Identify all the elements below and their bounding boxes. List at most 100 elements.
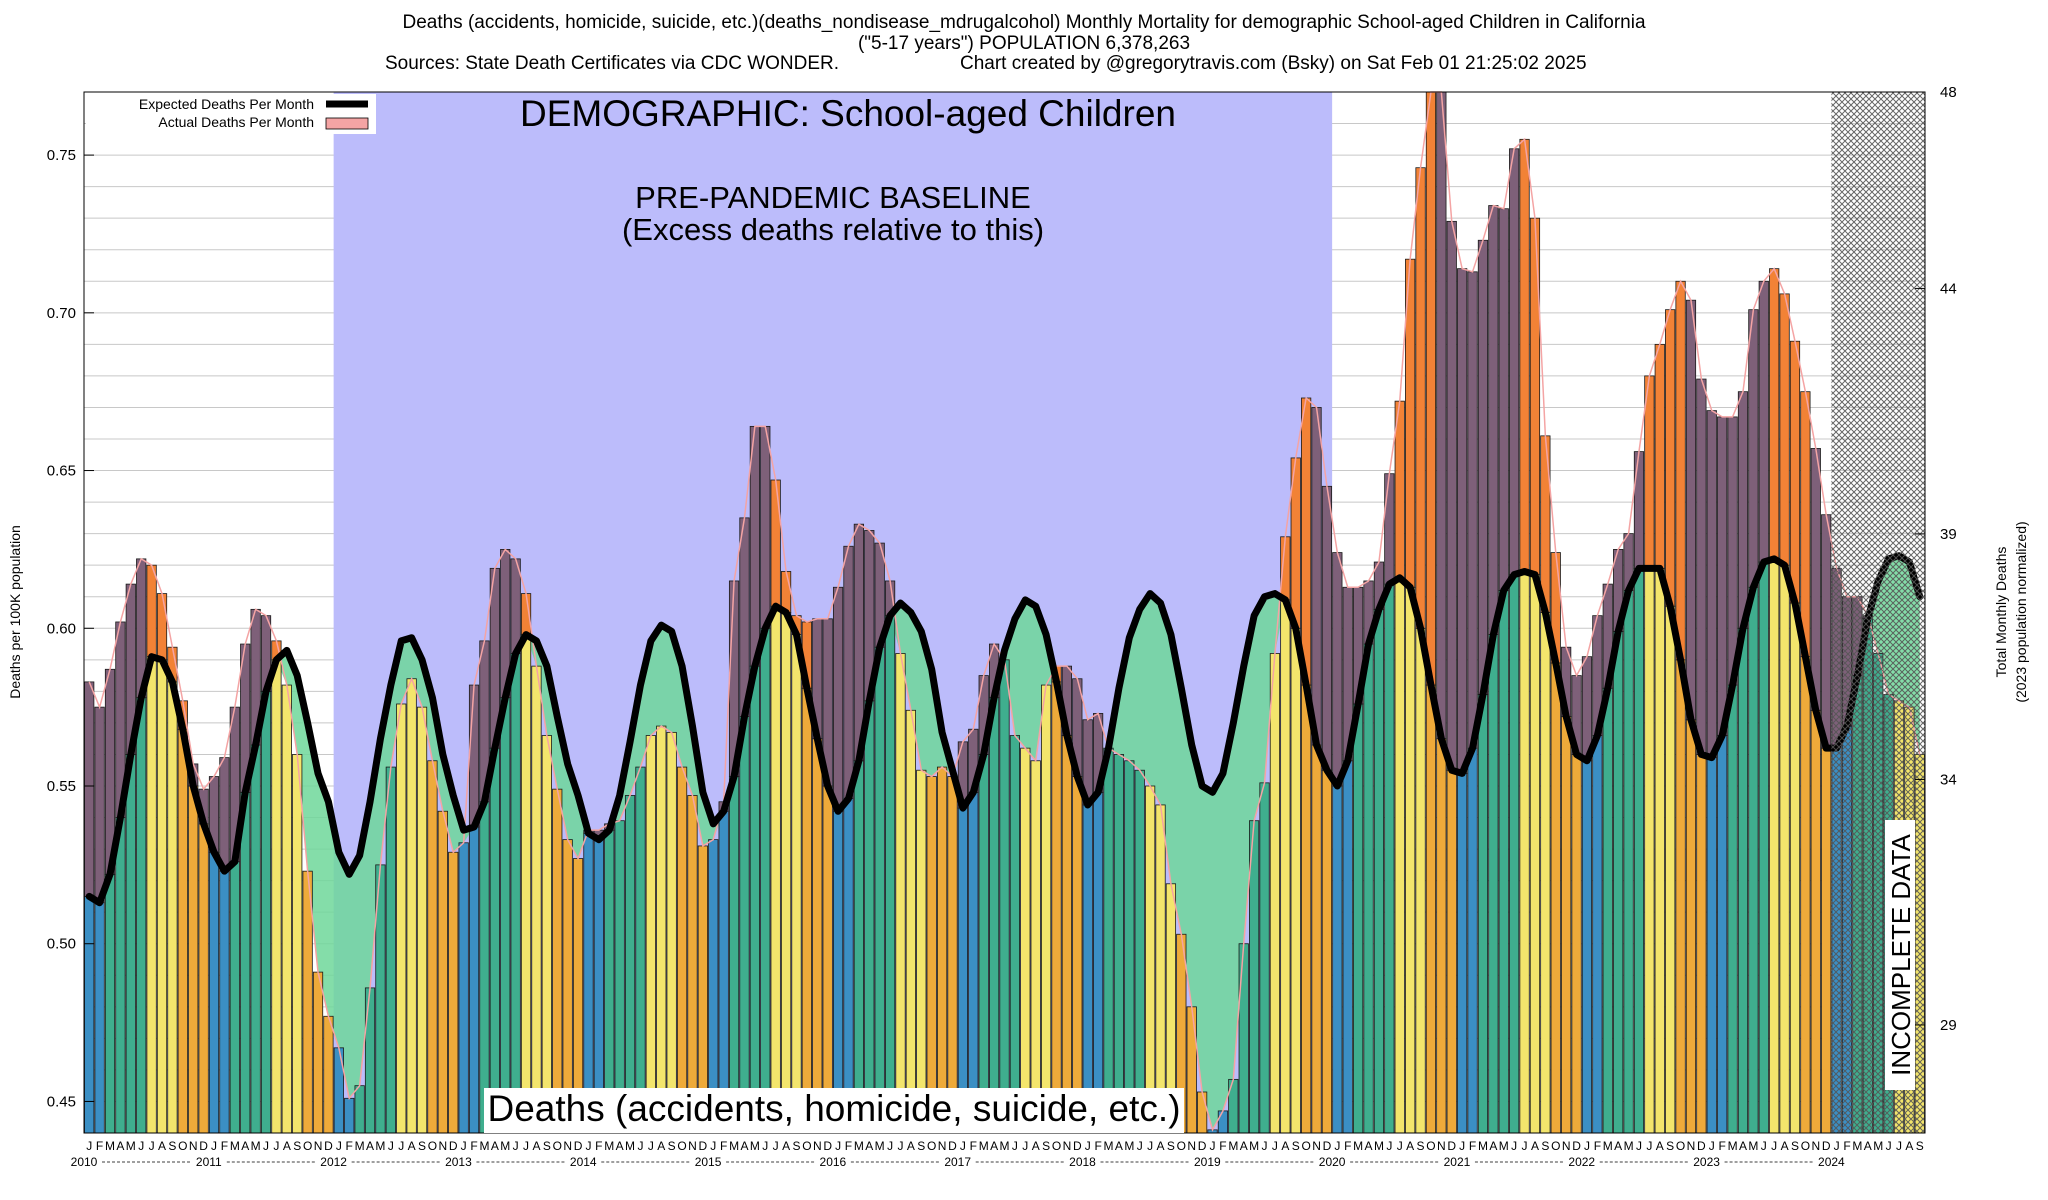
month-tick-label: J	[138, 1139, 144, 1153]
bar	[271, 659, 282, 1134]
month-tick-label: S	[792, 1139, 800, 1153]
bar	[302, 870, 313, 1134]
excess-bar	[1425, 91, 1437, 686]
month-tick-label: S	[1167, 1139, 1175, 1153]
month-tick-label: N	[1811, 1139, 1820, 1153]
excess-bar	[1727, 416, 1738, 686]
excess-bar	[84, 681, 95, 897]
month-tick-label: J	[149, 1139, 155, 1153]
bar	[926, 776, 937, 1134]
bar	[1665, 605, 1676, 1134]
year-tick-label: 2018	[1069, 1155, 1096, 1169]
bar	[676, 766, 688, 1134]
bar	[853, 760, 864, 1134]
excess-bar	[1415, 167, 1426, 629]
bar	[978, 754, 989, 1134]
excess-bar	[468, 684, 480, 828]
bar	[1082, 804, 1093, 1134]
month-tick-label: O	[1052, 1139, 1061, 1153]
deficit-area	[89, 555, 1920, 1130]
month-tick-label: A	[990, 1139, 998, 1153]
bar	[1009, 735, 1021, 1134]
year-tick-label: 2024	[1818, 1155, 1845, 1169]
month-tick-label: D	[1572, 1139, 1581, 1153]
bar	[1311, 744, 1322, 1134]
month-tick-label: M	[1603, 1139, 1613, 1153]
excess-bar	[1696, 378, 1707, 755]
bar	[489, 747, 500, 1134]
month-tick-label: S	[293, 1139, 301, 1153]
month-tick-label: N	[314, 1139, 323, 1153]
month-tick-label: N	[1562, 1139, 1571, 1153]
month-tick-label: A	[782, 1139, 790, 1153]
bar	[1145, 785, 1156, 1134]
month-tick-label: D	[1073, 1139, 1082, 1153]
bar	[323, 1015, 334, 1134]
bar	[198, 823, 209, 1134]
bar	[84, 896, 95, 1134]
excess-bar	[1384, 473, 1395, 585]
bar	[1093, 791, 1104, 1134]
bar	[1103, 747, 1114, 1134]
month-tick-label: A	[1489, 1139, 1497, 1153]
bar	[760, 627, 771, 1134]
bar	[458, 842, 469, 1134]
month-tick-label: A	[1032, 1139, 1040, 1153]
bar	[739, 716, 750, 1134]
bar	[1332, 785, 1343, 1134]
bar	[1675, 659, 1686, 1134]
bar	[1113, 754, 1125, 1134]
month-tick-label: A	[1656, 1139, 1664, 1153]
month-tick-label: A	[1531, 1139, 1539, 1153]
month-tick-label: S	[1541, 1139, 1549, 1153]
excess-bar	[1706, 410, 1717, 759]
month-tick-label: N	[189, 1139, 198, 1153]
month-tick-label: N	[1063, 1139, 1072, 1153]
month-tick-label: N	[1437, 1139, 1446, 1153]
excess-bar	[1436, 91, 1447, 740]
month-tick-label: F	[1344, 1139, 1351, 1153]
bar	[1467, 747, 1478, 1134]
month-tick-label: O	[428, 1139, 437, 1153]
bar	[645, 735, 656, 1134]
month-tick-label: D	[199, 1139, 208, 1153]
year-tick-label: 2023	[1693, 1155, 1720, 1169]
year-tick-label: 2013	[445, 1155, 472, 1169]
month-tick-label: D	[324, 1139, 333, 1153]
bar	[614, 820, 625, 1134]
month-tick-label: J	[1459, 1139, 1465, 1153]
bar	[656, 725, 667, 1134]
bar	[936, 766, 948, 1134]
excess-bar	[760, 425, 771, 629]
bar	[1727, 684, 1738, 1134]
bar	[1217, 1110, 1229, 1134]
bar	[1342, 760, 1353, 1134]
bar	[1592, 735, 1603, 1134]
month-tick-label: J	[1886, 1139, 1892, 1153]
bar	[94, 902, 105, 1134]
month-tick-label: M	[854, 1139, 864, 1153]
month-tick-label: A	[1739, 1139, 1747, 1153]
bar	[1540, 612, 1551, 1134]
month-tick-label: J	[1511, 1139, 1517, 1153]
bar	[822, 785, 833, 1134]
month-tick-label: M	[1104, 1139, 1114, 1153]
month-tick-label: J	[637, 1139, 643, 1153]
month-tick-label: S	[917, 1139, 925, 1153]
month-tick-label: S	[1417, 1139, 1425, 1153]
excess-bar	[1488, 205, 1499, 635]
excess-bar	[1737, 391, 1749, 629]
bar	[1155, 804, 1166, 1134]
excess-bar	[1519, 138, 1530, 572]
month-tick-label: N	[688, 1139, 697, 1153]
month-tick-label: A	[158, 1139, 166, 1153]
month-tick-label: J	[648, 1139, 654, 1153]
month-tick-label: O	[677, 1139, 686, 1153]
month-tick-label: J	[1397, 1139, 1403, 1153]
month-tick-label: M	[375, 1139, 385, 1153]
bar	[229, 861, 240, 1134]
excess-bar	[1654, 343, 1665, 569]
month-tick-label: M	[1374, 1139, 1384, 1153]
month-tick-label: J	[1137, 1139, 1143, 1153]
month-tick-label: M	[729, 1139, 739, 1153]
